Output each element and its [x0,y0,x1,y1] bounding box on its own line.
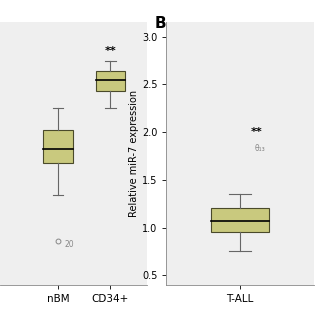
Text: **: ** [105,45,116,56]
Bar [211,208,269,232]
Text: 20: 20 [64,240,74,249]
Y-axis label: Relative miR-7 expression: Relative miR-7 expression [129,90,139,217]
Bar [43,130,73,163]
Bar [96,71,125,92]
Text: θ₁₃: θ₁₃ [255,144,266,153]
Text: **: ** [251,127,262,137]
Text: B: B [154,16,166,31]
